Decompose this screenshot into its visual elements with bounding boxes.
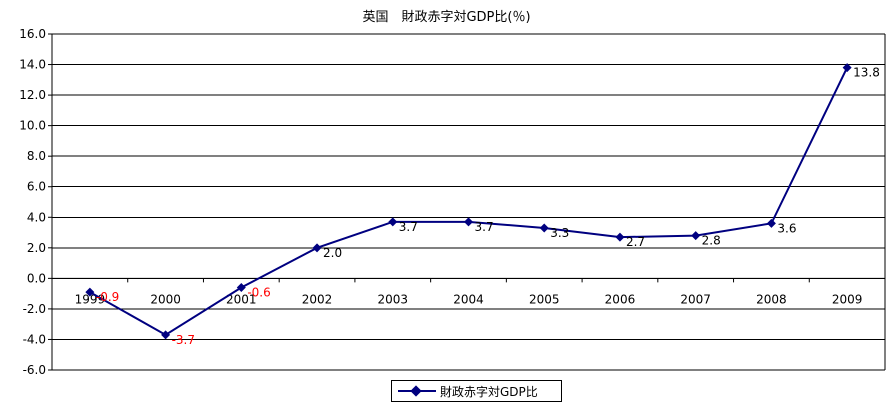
x-tick-label: 2007 (680, 292, 711, 306)
data-label: 2.8 (702, 234, 721, 248)
y-tick-label: 12.0 (19, 88, 46, 102)
x-tick-label: 2002 (302, 292, 333, 306)
data-label: 2.0 (323, 246, 342, 260)
y-tick-label: 16.0 (19, 27, 46, 41)
data-label: 13.8 (853, 66, 880, 80)
data-label: -0.6 (247, 286, 270, 300)
chart-title: 英国 財政赤字対GDP比(％) (362, 10, 531, 25)
data-label: 2.7 (626, 235, 645, 249)
data-label: 3.3 (550, 226, 569, 240)
x-tick-label: 2005 (529, 292, 560, 306)
legend: 財政赤字対GDP比 (391, 380, 562, 402)
x-tick-label: 2006 (605, 292, 636, 306)
y-tick-label: -6.0 (23, 363, 46, 377)
y-tick-label: 6.0 (27, 180, 46, 194)
legend-swatch-icon (398, 385, 436, 397)
data-point (312, 243, 322, 253)
data-point (85, 287, 95, 297)
data-point (464, 217, 473, 227)
y-tick-label: 4.0 (27, 210, 46, 224)
data-point (161, 330, 171, 340)
x-tick-label: 2008 (756, 292, 787, 306)
legend-label: 財政赤字対GDP比 (440, 384, 538, 399)
data-label: 3.6 (777, 221, 796, 235)
x-tick-labels: 1999 2000 2001 2002 2003 2004 2005 2006 2007 2008… (75, 292, 863, 306)
data-point (388, 217, 398, 227)
data-point (236, 283, 246, 293)
y-tick-label: 14.0 (19, 58, 46, 72)
x-tick-label: 2004 (453, 292, 484, 306)
data-label: -3.7 (172, 333, 195, 347)
y-tick-label: 2.0 (27, 241, 46, 255)
data-point (842, 63, 852, 73)
x-tick-label: 2003 (377, 292, 408, 306)
y-tick-label: 0.0 (27, 271, 46, 285)
data-point (766, 218, 776, 228)
series-markers (85, 63, 852, 340)
data-label: -0.9 (96, 290, 119, 304)
gridlines (48, 33, 885, 371)
data-labels: -0.9 -3.7 -0.6 2.0 3.7 3.7 3.3 2.7 2.8 3.6 13.8 (96, 66, 880, 347)
y-tick-label: 10.0 (19, 119, 46, 133)
x-tick-label: 2009 (832, 292, 863, 306)
y-tick-label: -4.0 (23, 332, 46, 346)
y-tick-label: 8.0 (27, 149, 46, 163)
y-tick-label: -2.0 (23, 302, 46, 316)
data-point (539, 223, 549, 233)
axes (51, 34, 886, 370)
data-label: 3.7 (475, 220, 494, 234)
data-point (691, 231, 701, 241)
y-tick-labels: 16.0 14.0 12.0 10.0 8.0 6.0 4.0 2.0 0.0 -2.0 -4.0 -… (19, 27, 46, 377)
data-label: 3.7 (399, 220, 418, 234)
data-point (615, 232, 625, 242)
x-tick-label: 2000 (150, 292, 181, 306)
x-tick-label: 2001 (226, 292, 257, 306)
